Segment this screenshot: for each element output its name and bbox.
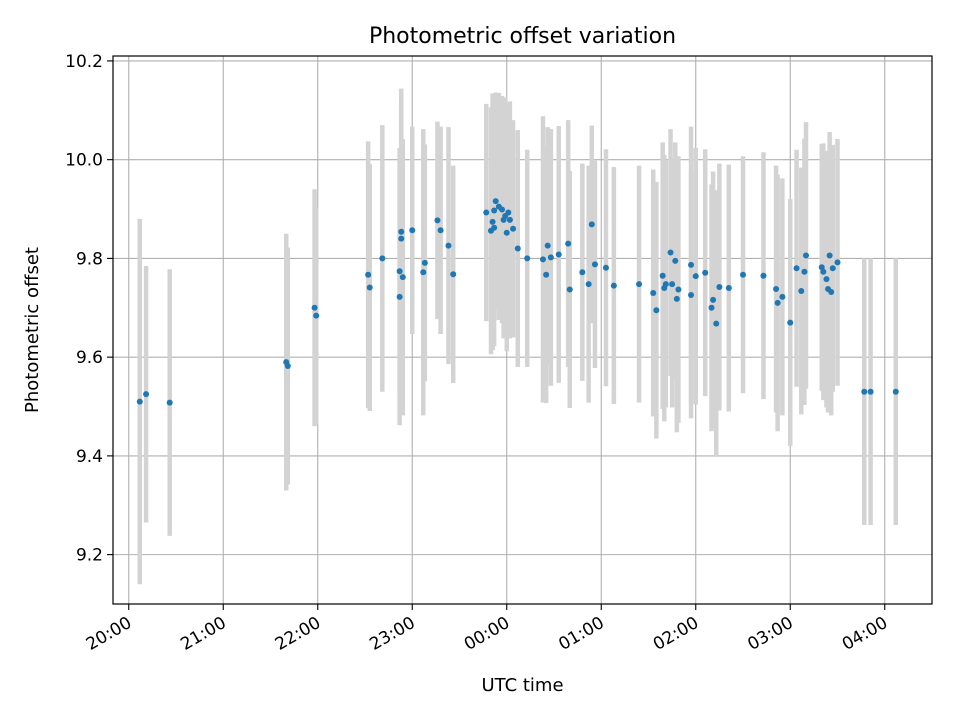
data-point <box>505 209 512 216</box>
data-point <box>166 399 173 406</box>
data-point <box>483 209 490 216</box>
data-point <box>434 217 441 224</box>
data-point <box>710 296 717 303</box>
data-point <box>675 286 682 293</box>
data-point <box>284 363 291 370</box>
data-point <box>774 299 781 306</box>
data-point <box>365 271 372 278</box>
data-point <box>514 245 521 252</box>
y-tick-label: 10.2 <box>65 52 103 72</box>
y-axis-label: Photometric offset <box>22 247 43 413</box>
data-point <box>585 281 592 288</box>
data-point <box>539 256 546 263</box>
data-point <box>398 228 405 235</box>
data-point <box>524 255 531 262</box>
data-point <box>491 207 498 214</box>
data-point <box>489 218 496 225</box>
data-point <box>588 221 595 228</box>
data-point <box>650 289 657 296</box>
grid <box>113 56 932 604</box>
data-point <box>779 293 786 300</box>
data-point <box>688 291 695 298</box>
data-point <box>565 240 572 247</box>
data-point <box>760 272 767 279</box>
y-tick-label: 9.8 <box>76 249 103 269</box>
data-point <box>396 293 403 300</box>
data-point <box>867 388 874 395</box>
data-point <box>503 229 510 236</box>
data-point <box>692 273 699 280</box>
data-point <box>892 388 899 395</box>
data-points <box>136 198 899 406</box>
x-axis-label: UTC time <box>481 675 563 696</box>
y-tick-label: 9.6 <box>76 348 103 368</box>
data-point <box>725 285 732 292</box>
data-point <box>398 235 405 242</box>
data-point <box>602 264 609 271</box>
data-point <box>555 251 562 258</box>
data-point <box>579 269 586 276</box>
y-tick-label: 10.0 <box>65 151 103 171</box>
data-point <box>667 249 674 256</box>
data-point <box>636 281 643 288</box>
data-point <box>543 271 550 278</box>
data-point <box>826 252 833 259</box>
data-point <box>491 224 498 231</box>
data-point <box>143 391 150 398</box>
y-tick-label: 9.4 <box>76 447 103 467</box>
data-point <box>366 284 373 291</box>
data-point <box>834 259 841 266</box>
data-point <box>803 252 809 259</box>
data-point <box>510 225 517 232</box>
data-point <box>798 287 805 294</box>
data-point <box>499 206 506 213</box>
data-point <box>420 269 427 276</box>
data-point <box>136 398 143 405</box>
data-point <box>399 274 406 281</box>
data-point <box>544 242 551 249</box>
data-point <box>313 312 320 319</box>
data-point <box>379 255 386 262</box>
data-point <box>793 265 800 272</box>
data-point <box>713 320 720 327</box>
data-point <box>409 227 416 234</box>
data-point <box>437 227 444 234</box>
data-point <box>672 257 679 264</box>
data-point <box>801 268 808 275</box>
data-point <box>716 284 723 291</box>
data-point <box>820 268 827 275</box>
data-point <box>492 198 499 205</box>
data-point <box>547 254 554 261</box>
data-point <box>673 295 680 302</box>
data-point <box>659 272 666 279</box>
chart-title: Photometric offset variation <box>369 24 676 49</box>
data-point <box>702 269 709 276</box>
data-point <box>450 271 457 278</box>
plot-frame <box>112 55 933 605</box>
data-point <box>421 259 428 266</box>
data-point <box>610 282 617 289</box>
data-point <box>829 265 836 272</box>
y-tick-label: 9.2 <box>76 546 103 566</box>
data-point <box>566 286 573 293</box>
data-point <box>591 261 598 268</box>
data-point <box>653 307 660 314</box>
data-point <box>828 288 835 295</box>
data-point <box>669 281 676 288</box>
data-point <box>861 388 868 395</box>
data-point <box>773 286 780 293</box>
data-point <box>396 268 403 275</box>
data-point <box>708 304 715 311</box>
data-point <box>787 319 794 326</box>
data-point <box>688 261 695 268</box>
data-point <box>506 216 513 223</box>
data-point <box>740 271 746 278</box>
data-point <box>445 242 452 249</box>
y-axis-ticks: 9.2 9.4 9.6 9.8 10.0 10.2 <box>65 52 113 566</box>
data-point <box>823 276 830 283</box>
data-point <box>311 304 318 311</box>
data-point <box>662 281 669 288</box>
